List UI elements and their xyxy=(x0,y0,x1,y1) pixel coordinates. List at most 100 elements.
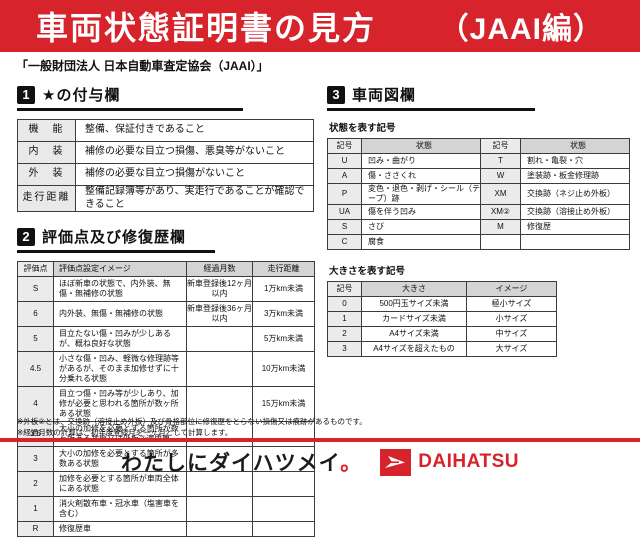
section3-header: 3 車両図欄 xyxy=(327,84,535,111)
state-cell: 交換跡（ネジ止め外板） xyxy=(520,183,630,205)
score-cell: S xyxy=(17,276,54,302)
months-cell xyxy=(186,386,253,422)
star-criteria-table: 機 能 整備、保証付きであること 内 装 補修の必要な目立つ損傷、悪臭等がないこ… xyxy=(17,119,314,212)
footnotes: ※外板②とは、交換跡（溶接止め外板）及び骨格部位に修復歴をとらない損傷又は痕跡が… xyxy=(17,416,367,439)
distance-cell: 5万km未満 xyxy=(252,326,315,352)
image-cell: ほぼ新車の状態で、内外装、無傷・無補修の状態 xyxy=(53,276,187,302)
symbol-cell: UA xyxy=(327,204,362,220)
table-row: R 修復歴車 xyxy=(17,521,315,537)
symbol-cell: A xyxy=(327,168,362,184)
state-cell: 塗装跡・板金修理跡 xyxy=(520,168,630,184)
table-row: 6 内外装、無傷・無補修の状態 新車登録後36ヶ月以内 3万km未満 xyxy=(17,301,315,327)
table-row: A 傷・ささくれ W 塗装跡・板金修理跡 xyxy=(327,168,630,184)
table-row: 走行距離 整備記録簿等があり、実走行であることが確認できること xyxy=(17,185,314,212)
months-cell xyxy=(186,521,253,537)
state-cell: 交換跡（溶接止め外板） xyxy=(520,204,630,220)
column-header: 大きさ xyxy=(361,281,467,297)
state-cell: さび xyxy=(361,219,481,235)
daihatsu-wordmark: DAIHATSU xyxy=(418,451,519,472)
footnote-line: ※経過月数の計算は、初年度登録月を一ヶ月として計算します。 xyxy=(17,428,233,438)
right-column: 3 車両図欄 状態を表す記号 記号 状態 記号 状態 U 凹み・曲がり T 割れ… xyxy=(327,84,630,357)
size-symbols-label: 大きさを表す記号 xyxy=(329,266,406,277)
symbol-cell: 3 xyxy=(327,341,362,357)
table-row: 外 装 補修の必要な目立つ損傷がないこと xyxy=(17,163,314,186)
score-cell: 6 xyxy=(17,301,54,327)
section2-number-badge: 2 xyxy=(17,227,35,246)
months-cell xyxy=(186,446,253,472)
size-cell: 500円玉サイズ未満 xyxy=(361,296,467,312)
size-image-cell: 極小サイズ xyxy=(466,296,557,312)
months-cell xyxy=(186,496,253,522)
distance-cell xyxy=(252,421,315,447)
size-symbols-table: 記号 大きさ イメージ 0 500円玉サイズ未満 極小サイズ 1 カードサイズ未… xyxy=(327,281,557,357)
section3-title: 車両図欄 xyxy=(352,87,417,104)
page-title-suffix: （JAAI編） xyxy=(438,13,604,46)
criteria-desc: 補修の必要な目立つ損傷、悪臭等がないこと xyxy=(75,141,314,164)
table-row: 内 装 補修の必要な目立つ損傷、悪臭等がないこと xyxy=(17,141,314,164)
symbol-cell: C xyxy=(327,234,362,250)
condition-symbols-table: 記号 状態 記号 状態 U 凹み・曲がり T 割れ・亀裂・穴 A 傷・ささくれ … xyxy=(327,138,630,250)
size-image-cell: 小サイズ xyxy=(466,311,557,327)
symbol-cell: 2 xyxy=(327,326,362,342)
image-cell: 消火剤散布車・冠水車（塩害車を含む） xyxy=(53,496,187,522)
state-cell: 傷・ささくれ xyxy=(361,168,481,184)
distance-cell: 10万km未満 xyxy=(252,351,315,387)
score-cell: 3 xyxy=(17,446,54,472)
footer-divider xyxy=(0,438,640,442)
section2-header: 2 評価点及び修復歴欄 xyxy=(17,226,215,253)
table-row: 3.5 大小の加修を必要とする箇所が数ヶ所ある状態又は外板②適用車 xyxy=(17,421,315,447)
section2-title: 評価点及び修復歴欄 xyxy=(42,229,187,246)
column-header: 評価点設定イメージ xyxy=(53,261,187,277)
score-cell: 4.5 xyxy=(17,351,54,387)
table-row: 2 A4サイズ未満 中サイズ xyxy=(327,326,557,342)
page-title: 車両状態証明書の見方 xyxy=(36,10,377,46)
table-row: 1 カードサイズ未満 小サイズ xyxy=(327,311,557,327)
state-cell: 凹み・曲がり xyxy=(361,153,481,169)
criteria-label: 走行距離 xyxy=(17,185,76,212)
state-cell xyxy=(520,234,630,250)
distance-cell: 1万km未満 xyxy=(252,276,315,302)
column-header: 記号 xyxy=(480,138,521,154)
symbol-cell: P xyxy=(327,183,362,205)
footer: わたしにダイハツメイ。 DAIHATSU xyxy=(0,444,640,480)
symbol-cell xyxy=(480,234,521,250)
table-row: S ほぼ新車の状態で、内外装、無傷・無補修の状態 新車登録後12ヶ月以内 1万k… xyxy=(17,276,315,302)
score-cell: 4 xyxy=(17,386,54,422)
distance-cell xyxy=(252,496,315,522)
table-header-row: 評価点 評価点設定イメージ 経過月数 走行距離 xyxy=(17,261,315,277)
state-cell: 割れ・亀裂・穴 xyxy=(520,153,630,169)
symbol-cell: M xyxy=(480,219,521,235)
criteria-desc: 整備記録簿等があり、実走行であることが確認できること xyxy=(75,185,314,212)
score-cell: 3.5 xyxy=(17,421,54,447)
symbol-cell: T xyxy=(480,153,521,169)
size-cell: A4サイズを超えたもの xyxy=(361,341,467,357)
table-row: S さび M 修復歴 xyxy=(327,219,630,235)
state-cell: 修復歴 xyxy=(520,219,630,235)
state-cell: 傷を伴う凹み xyxy=(361,204,481,220)
column-header: 経過月数 xyxy=(186,261,253,277)
table-row: UA 傷を伴う凹み XM② 交換跡（溶接止め外板） xyxy=(327,204,630,220)
state-cell: 変色・退色・剥げ・シール（テープ）跡 xyxy=(361,183,481,205)
score-cell: 1 xyxy=(17,496,54,522)
table-row: 4.5 小さな傷・凹み、軽微な修理跡等があるが、そのまま加修せずに十分乗れる状態… xyxy=(17,351,315,387)
section3-number-badge: 3 xyxy=(327,85,345,104)
symbol-cell: XM② xyxy=(480,204,521,220)
distance-cell xyxy=(252,521,315,537)
section1-header: 1 ★の付与欄 xyxy=(17,84,243,111)
slogan-period: 。 xyxy=(340,452,363,475)
state-cell: 腐食 xyxy=(361,234,481,250)
slogan-text: わたしにダイハツメイ xyxy=(121,452,341,475)
criteria-desc: 整備、保証付きであること xyxy=(75,119,314,142)
table-row: P 変色・退色・剥げ・シール（テープ）跡 XM 交換跡（ネジ止め外板） xyxy=(327,183,630,205)
daihatsu-slogan: わたしにダイハツメイ。 xyxy=(121,447,362,477)
header-band: 車両状態証明書の見方 （JAAI編） xyxy=(0,0,640,52)
table-row: 1 消火剤散布車・冠水車（塩害車を含む） xyxy=(17,496,315,522)
section1-title: ★の付与欄 xyxy=(42,87,121,104)
column-header: 記号 xyxy=(327,281,362,297)
issuer-subtitle: 「一般財団法人 日本自動車査定協会（JAAI）」 xyxy=(16,59,269,73)
criteria-label: 機 能 xyxy=(17,119,76,142)
score-cell: 5 xyxy=(17,326,54,352)
distance-cell: 15万km未満 xyxy=(252,386,315,422)
months-cell xyxy=(186,326,253,352)
